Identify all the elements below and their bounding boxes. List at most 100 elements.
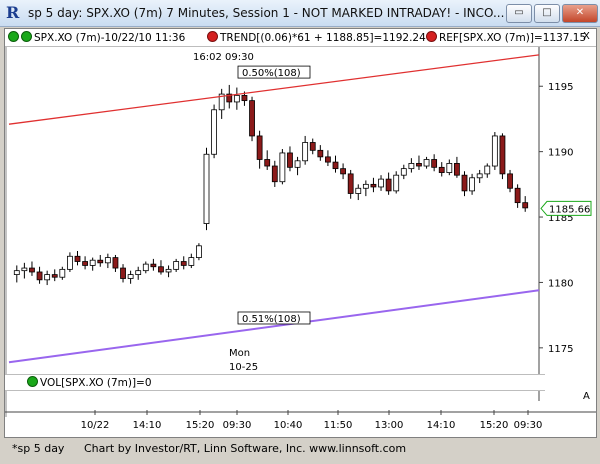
- candle-body: [400, 168, 407, 176]
- panel-close-icon[interactable]: X: [583, 31, 590, 42]
- candle-body: [340, 168, 346, 175]
- x-tick-label: 15:20: [186, 420, 215, 431]
- window-title: sp 5 day: SPX.XO (7m) 7 Minutes, Session…: [28, 6, 505, 20]
- close-button[interactable]: ✕: [562, 4, 598, 23]
- symbol-label: SPX.XO (7m)-10/22/10 11:36: [34, 32, 186, 44]
- session-label-day: Mon: [229, 348, 250, 359]
- candle-body: [469, 177, 475, 192]
- candle-body: [294, 160, 301, 168]
- candle-body: [370, 183, 377, 188]
- candle-body: [446, 163, 453, 173]
- annotation-box: [237, 311, 311, 325]
- candle-body: [514, 187, 521, 204]
- candle-body: [347, 173, 354, 194]
- candle-body: [51, 274, 58, 278]
- candle-body: [226, 93, 233, 103]
- x-tick-label: 10:40: [274, 420, 303, 431]
- candle-body: [59, 268, 66, 278]
- indicator-dot-icon: [207, 31, 218, 42]
- candle-body: [408, 163, 415, 170]
- candle-body: [112, 257, 119, 269]
- chart-panel[interactable]: SPX.XO (7m)-10/22/10 11:36 TREND[(0.06)*…: [4, 28, 597, 438]
- candle-body: [264, 159, 271, 167]
- candle-body: [97, 259, 104, 264]
- x-tick-label: 14:10: [133, 420, 162, 431]
- candle-body: [287, 152, 293, 168]
- candle-body: [355, 187, 362, 194]
- y-tick-label: 1185: [548, 213, 573, 224]
- ref-label: REF[SPX.XO (7m)]=1137.15: [439, 32, 587, 44]
- candle-body: [104, 257, 111, 264]
- candle-body: [188, 257, 195, 266]
- candle-body: [120, 267, 126, 279]
- candle-body: [507, 173, 513, 189]
- candle-body: [256, 135, 263, 160]
- x-tick-label: 11:50: [324, 420, 353, 431]
- candle-body: [135, 270, 142, 275]
- price-chart[interactable]: 0.50%(108)0.51%(108)16:02 09:30Mon10-25 …: [5, 29, 596, 437]
- volume-info[interactable]: VOL[SPX.XO (7m)]=0: [27, 376, 152, 389]
- candle-body: [393, 174, 400, 192]
- credit-text: Chart by Investor/RT, Linn Software, Inc…: [84, 442, 407, 455]
- candle-body: [378, 178, 384, 188]
- candle-body: [218, 93, 225, 111]
- status-dot-icon: [21, 31, 32, 42]
- candle-body: [484, 165, 491, 175]
- candle-body: [476, 173, 483, 179]
- last-price-badge: [540, 200, 592, 216]
- symbol-info[interactable]: SPX.XO (7m)-10/22/10 11:36: [8, 31, 185, 44]
- x-tick-label: 09:30: [223, 420, 252, 431]
- x-tick-label: 14:10: [427, 420, 456, 431]
- x-tick-label: 13:00: [375, 420, 404, 431]
- candle-body: [82, 261, 88, 266]
- volume-panel-header: VOL[SPX.XO (7m)]=0: [5, 374, 545, 391]
- candle-body: [249, 100, 255, 137]
- upper-trend-line: [8, 54, 540, 125]
- candle-body: [461, 174, 468, 192]
- candle-body: [142, 263, 149, 272]
- candle-body: [385, 178, 392, 192]
- candle-body: [332, 161, 339, 170]
- candle-body: [423, 159, 430, 167]
- candle-body: [309, 142, 316, 151]
- window-title-bar[interactable]: R sp 5 day: SPX.XO (7m) 7 Minutes, Sessi…: [0, 0, 600, 27]
- candle-body: [454, 163, 460, 176]
- x-tick-label: 15:20: [480, 420, 509, 431]
- candle-body: [362, 183, 369, 189]
- candle-body: [180, 261, 187, 266]
- candle-body: [317, 149, 324, 158]
- session-label-date: 10-25: [229, 362, 258, 373]
- annotation-box: [237, 65, 311, 79]
- x-tick-label: 10/22: [81, 420, 110, 431]
- candle-body: [13, 270, 20, 275]
- chart-tab[interactable]: *sp 5 day: [12, 442, 65, 455]
- status-dot-icon: [27, 376, 38, 387]
- trend-info[interactable]: TREND[(0.06)*61 + 1188.85]=1192.24: [207, 31, 426, 44]
- maximize-button[interactable]: □: [534, 4, 560, 23]
- candle-body: [29, 267, 35, 273]
- x-tick-label: 09:30: [514, 420, 543, 431]
- session-label-top: 16:02 09:30: [193, 52, 254, 63]
- ref-info[interactable]: REF[SPX.XO (7m)]=1137.15: [426, 31, 586, 44]
- volume-label: VOL[SPX.XO (7m)]=0: [40, 377, 152, 389]
- candle-body: [438, 166, 445, 173]
- candle-body: [21, 267, 28, 272]
- status-bar: *sp 5 day Chart by Investor/RT, Linn Sof…: [0, 438, 600, 464]
- candle-body: [165, 268, 172, 273]
- candle-body: [158, 266, 164, 273]
- candle-body: [196, 245, 202, 258]
- panel-toggle-icon[interactable]: A: [583, 391, 590, 402]
- candle-body: [150, 263, 157, 268]
- y-tick-label: 1195: [548, 82, 573, 93]
- lower-trend-annotation: 0.51%(108): [242, 314, 301, 325]
- candle-body: [211, 109, 217, 155]
- candle-body: [203, 153, 210, 224]
- lower-trend-line: [8, 289, 540, 364]
- y-tick-label: 1175: [548, 344, 573, 355]
- candle-body: [173, 261, 180, 270]
- minimize-button[interactable]: ▭: [506, 4, 532, 23]
- candle-body: [67, 255, 73, 270]
- candle-body: [279, 152, 286, 183]
- candle-body: [44, 274, 51, 281]
- candle-body: [325, 156, 331, 163]
